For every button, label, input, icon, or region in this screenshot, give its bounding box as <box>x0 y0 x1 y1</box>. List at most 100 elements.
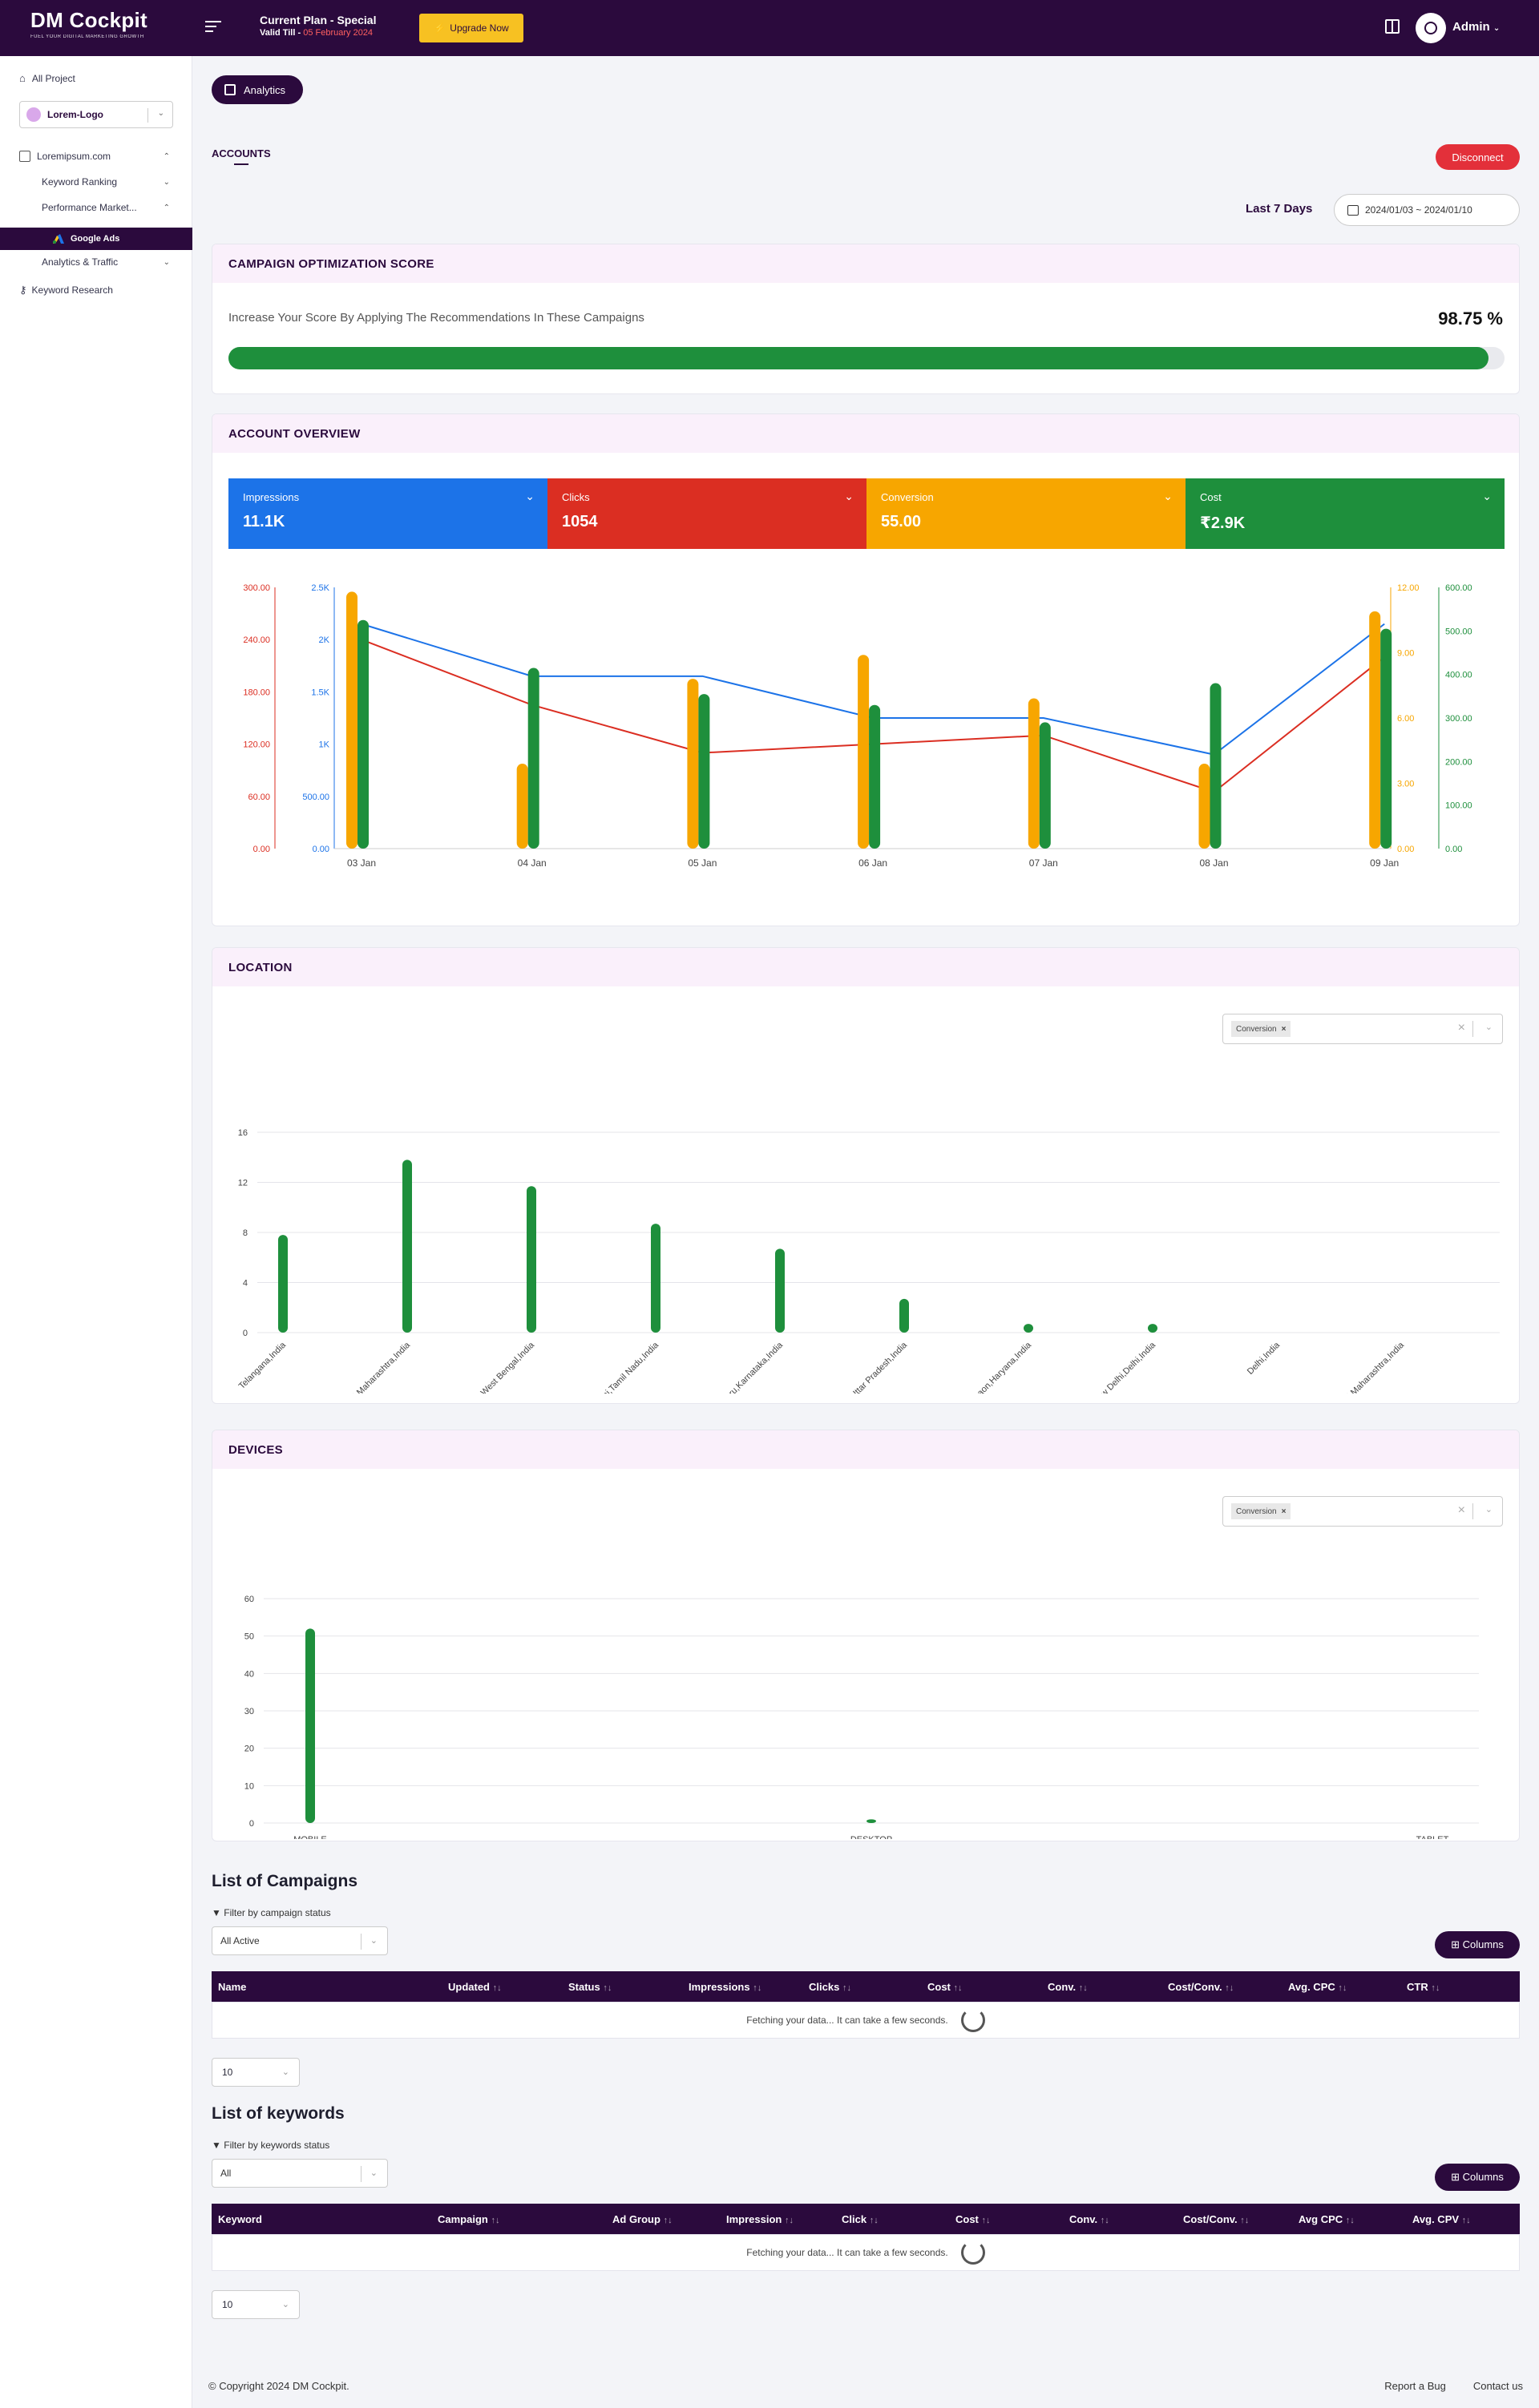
select-value: All Active <box>220 1935 260 1946</box>
col-name[interactable]: Name <box>218 1981 247 1993</box>
sidebar-item-google-ads[interactable]: Google Ads <box>0 228 192 250</box>
sidebar-item-keyword-research[interactable]: ⚷ Keyword Research <box>0 284 192 296</box>
disconnect-button[interactable]: Disconnect <box>1436 144 1520 170</box>
metric-value: 55.00 <box>881 513 922 530</box>
clicks-tick-label: 180.00 <box>243 688 270 697</box>
project-select[interactable]: Lorem-Logo ⌄ <box>19 101 173 128</box>
campaign-page-size-select[interactable]: 10 ⌄ <box>212 2058 300 2087</box>
avatar[interactable] <box>1416 13 1446 43</box>
y-tick-label: 40 <box>244 1669 254 1679</box>
col-conv[interactable]: Conv. ↑↓ <box>1069 2213 1109 2225</box>
col-clicks[interactable]: Clicks ↑↓ <box>809 1981 851 1993</box>
cost-tick-label: 0.00 <box>1445 845 1462 854</box>
col-cost[interactable]: Cost ↑↓ <box>955 2213 991 2225</box>
brand-tagline: FUEL YOUR DIGITAL MARKETING GROWTH <box>30 34 144 39</box>
user-menu[interactable]: Admin ⌄ <box>1452 20 1500 34</box>
cost-bar <box>357 619 369 849</box>
loading-text: Fetching your data... It can take a few … <box>746 2015 948 2026</box>
columns-label: Columns <box>1462 1938 1504 1950</box>
grid-icon: ⊞ <box>1451 2171 1460 2183</box>
impressions-tick-label: 500.00 <box>302 793 329 802</box>
conversion-bar <box>1028 698 1040 849</box>
footer: © Copyright 2024 DM Cockpit. Report a Bu… <box>208 2380 1523 2392</box>
metric-label: Conversion <box>881 491 934 503</box>
clicks-tick-label: 120.00 <box>243 740 270 750</box>
col-ctr[interactable]: CTR ↑↓ <box>1407 1981 1440 1993</box>
col-impression[interactable]: Impression ↑↓ <box>726 2213 794 2225</box>
sidebar-item-performance[interactable]: Performance Market... ⌃ <box>0 202 192 213</box>
plan-valid: Valid Till - 05 February 2024 <box>260 28 376 38</box>
score-title: CAMPAIGN OPTIMIZATION SCORE <box>212 244 1519 283</box>
keyword-page-size-select[interactable]: 10 ⌄ <box>212 2290 300 2319</box>
keyword-columns-button[interactable]: ⊞ Columns <box>1435 2164 1520 2191</box>
cost-bar <box>869 704 881 849</box>
chevron-down-icon[interactable]: ⌄ <box>1484 1022 1493 1032</box>
col-avg-cpc[interactable]: Avg CPC ↑↓ <box>1299 2213 1355 2225</box>
sidebar-item-keyword-ranking[interactable]: Keyword Ranking ⌄ <box>0 176 192 188</box>
clear-icon[interactable]: × <box>1457 1503 1465 1517</box>
col-campaign[interactable]: Campaign ↑↓ <box>438 2213 500 2225</box>
plan-info: Current Plan - Special Valid Till - 05 F… <box>260 14 376 38</box>
close-icon[interactable]: × <box>1281 1024 1287 1034</box>
menu-toggle-icon[interactable] <box>205 21 221 34</box>
select-tag[interactable]: Conversion × <box>1231 1021 1291 1037</box>
date-range-value: 2024/01/03 ~ 2024/01/10 <box>1365 204 1472 216</box>
campaign-columns-button[interactable]: ⊞ Columns <box>1435 1931 1520 1958</box>
col-ad-group[interactable]: Ad Group ↑↓ <box>612 2213 673 2225</box>
x-tick-label: 07 Jan <box>1029 857 1058 869</box>
brand-logo[interactable]: DM Cockpit FUEL YOUR DIGITAL MARKETING G… <box>30 8 167 39</box>
score-progress-bar <box>228 347 1505 369</box>
upgrade-button[interactable]: ⚡ Upgrade Now <box>419 14 523 42</box>
x-tick-label: 05 Jan <box>688 857 717 869</box>
conversion-bar <box>1369 611 1381 849</box>
col-status[interactable]: Status ↑↓ <box>568 1981 612 1993</box>
home-icon: ⌂ <box>19 72 26 84</box>
sidebar-item-all-project[interactable]: ⌂ All Project <box>0 72 192 84</box>
metric-cost[interactable]: Cost ₹2.9K ⌄ <box>1186 478 1505 549</box>
col-avg-cpv[interactable]: Avg. CPV ↑↓ <box>1412 2213 1471 2225</box>
col-cost-conv[interactable]: Cost/Conv. ↑↓ <box>1183 2213 1250 2225</box>
close-icon[interactable]: × <box>1281 1507 1287 1516</box>
sidebar-item-site[interactable]: Loremipsum.com ⌃ <box>0 151 192 162</box>
analytics-chip[interactable]: Analytics <box>212 75 304 104</box>
col-impressions[interactable]: Impressions ↑↓ <box>689 1981 762 1993</box>
date-range-picker[interactable]: 2024/01/03 ~ 2024/01/10 <box>1334 194 1520 226</box>
col-conv[interactable]: Conv. ↑↓ <box>1048 1981 1088 1993</box>
contact-link[interactable]: Contact us <box>1472 2380 1523 2392</box>
chevron-down-icon: ⌄ <box>163 177 170 187</box>
metric-conversion[interactable]: Conversion 55.00 ⌄ <box>866 478 1186 549</box>
metric-impressions[interactable]: Impressions 11.1K ⌄ <box>228 478 547 549</box>
clear-icon[interactable]: × <box>1457 1021 1465 1035</box>
page-size-value: 10 <box>222 2299 233 2310</box>
sidebar-item-analytics-traffic[interactable]: Analytics & Traffic ⌄ <box>0 256 192 268</box>
conversion-tick-label: 0.00 <box>1397 845 1414 854</box>
col-keyword[interactable]: Keyword <box>218 2213 262 2225</box>
x-tick-label: Chennai,Tamil Nadu,India <box>583 1340 661 1394</box>
conversion-tick-label: 9.00 <box>1397 649 1414 659</box>
col-cost-conv[interactable]: Cost/Conv. ↑↓ <box>1168 1981 1234 1993</box>
tab-accounts[interactable]: ACCOUNTS <box>212 147 271 165</box>
cost-bar <box>1210 683 1222 849</box>
col-updated[interactable]: Updated ↑↓ <box>448 1981 502 1993</box>
keyword-status-select[interactable]: All ⌄ <box>212 2159 388 2188</box>
col-click[interactable]: Click ↑↓ <box>842 2213 879 2225</box>
report-bug-link[interactable]: Report a Bug <box>1384 2380 1446 2392</box>
col-cost[interactable]: Cost ↑↓ <box>927 1981 963 1993</box>
metric-clicks[interactable]: Clicks 1054 ⌄ <box>547 478 866 549</box>
loading-text: Fetching your data... It can take a few … <box>746 2247 948 2258</box>
sidebar-item-label: Analytics & Traffic <box>42 256 119 268</box>
document-icon <box>19 151 30 162</box>
col-avg-cpc[interactable]: Avg. CPC ↑↓ <box>1288 1981 1347 1993</box>
cost-tick-label: 500.00 <box>1445 627 1472 636</box>
impressions-tick-label: 2K <box>319 635 330 645</box>
campaign-status-select[interactable]: All Active ⌄ <box>212 1926 388 1955</box>
chevron-down-icon[interactable]: ⌄ <box>1484 1505 1493 1515</box>
user-icon <box>1424 22 1437 34</box>
sidebar-item-label: Loremipsum.com <box>37 151 111 162</box>
x-tick-label: 09 Jan <box>1370 857 1399 869</box>
book-icon[interactable] <box>1385 19 1400 34</box>
data-bar <box>866 1819 876 1823</box>
select-tag[interactable]: Conversion × <box>1231 1503 1291 1519</box>
location-metric-select[interactable]: Conversion × × ⌄ <box>1222 1014 1503 1044</box>
devices-metric-select[interactable]: Conversion × × ⌄ <box>1222 1496 1503 1527</box>
